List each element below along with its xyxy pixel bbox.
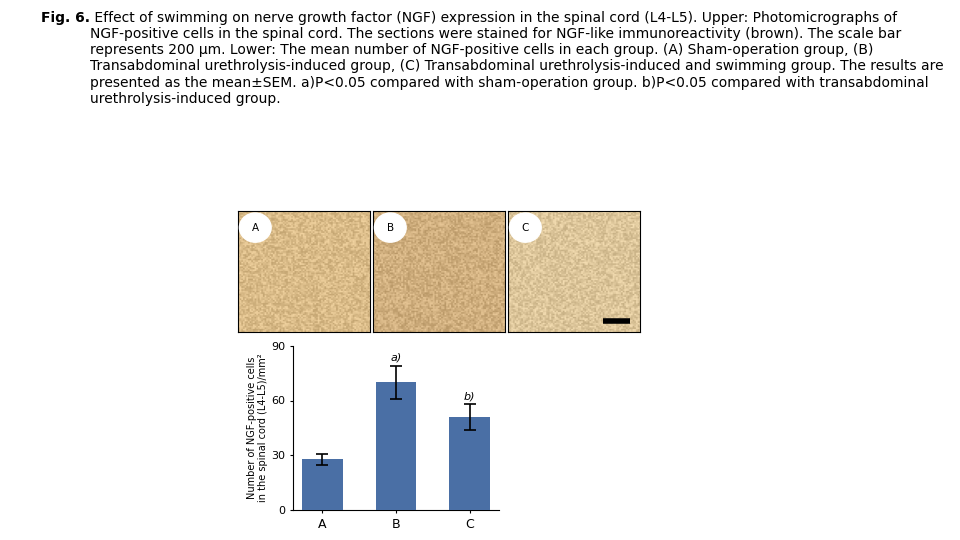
Text: a): a) bbox=[391, 353, 401, 363]
Circle shape bbox=[239, 213, 271, 242]
Text: International Neurourology Journal 2011;15:74-81: International Neurourology Journal 2011;… bbox=[11, 140, 21, 400]
Y-axis label: Number of NGF-positive cells
in the spinal cord (L4-L5)/mm²: Number of NGF-positive cells in the spin… bbox=[247, 354, 268, 502]
Bar bbox=[449, 417, 490, 510]
Text: A: A bbox=[252, 222, 259, 233]
Bar bbox=[375, 382, 417, 510]
Text: Fig. 6.: Fig. 6. bbox=[41, 11, 90, 25]
Bar bbox=[302, 459, 343, 510]
Text: b): b) bbox=[464, 392, 475, 401]
Text: B: B bbox=[387, 222, 394, 233]
Text: Effect of swimming on nerve growth factor (NGF) expression in the spinal cord (L: Effect of swimming on nerve growth facto… bbox=[90, 11, 944, 106]
Circle shape bbox=[374, 213, 406, 242]
Circle shape bbox=[510, 213, 541, 242]
Text: C: C bbox=[521, 222, 529, 233]
